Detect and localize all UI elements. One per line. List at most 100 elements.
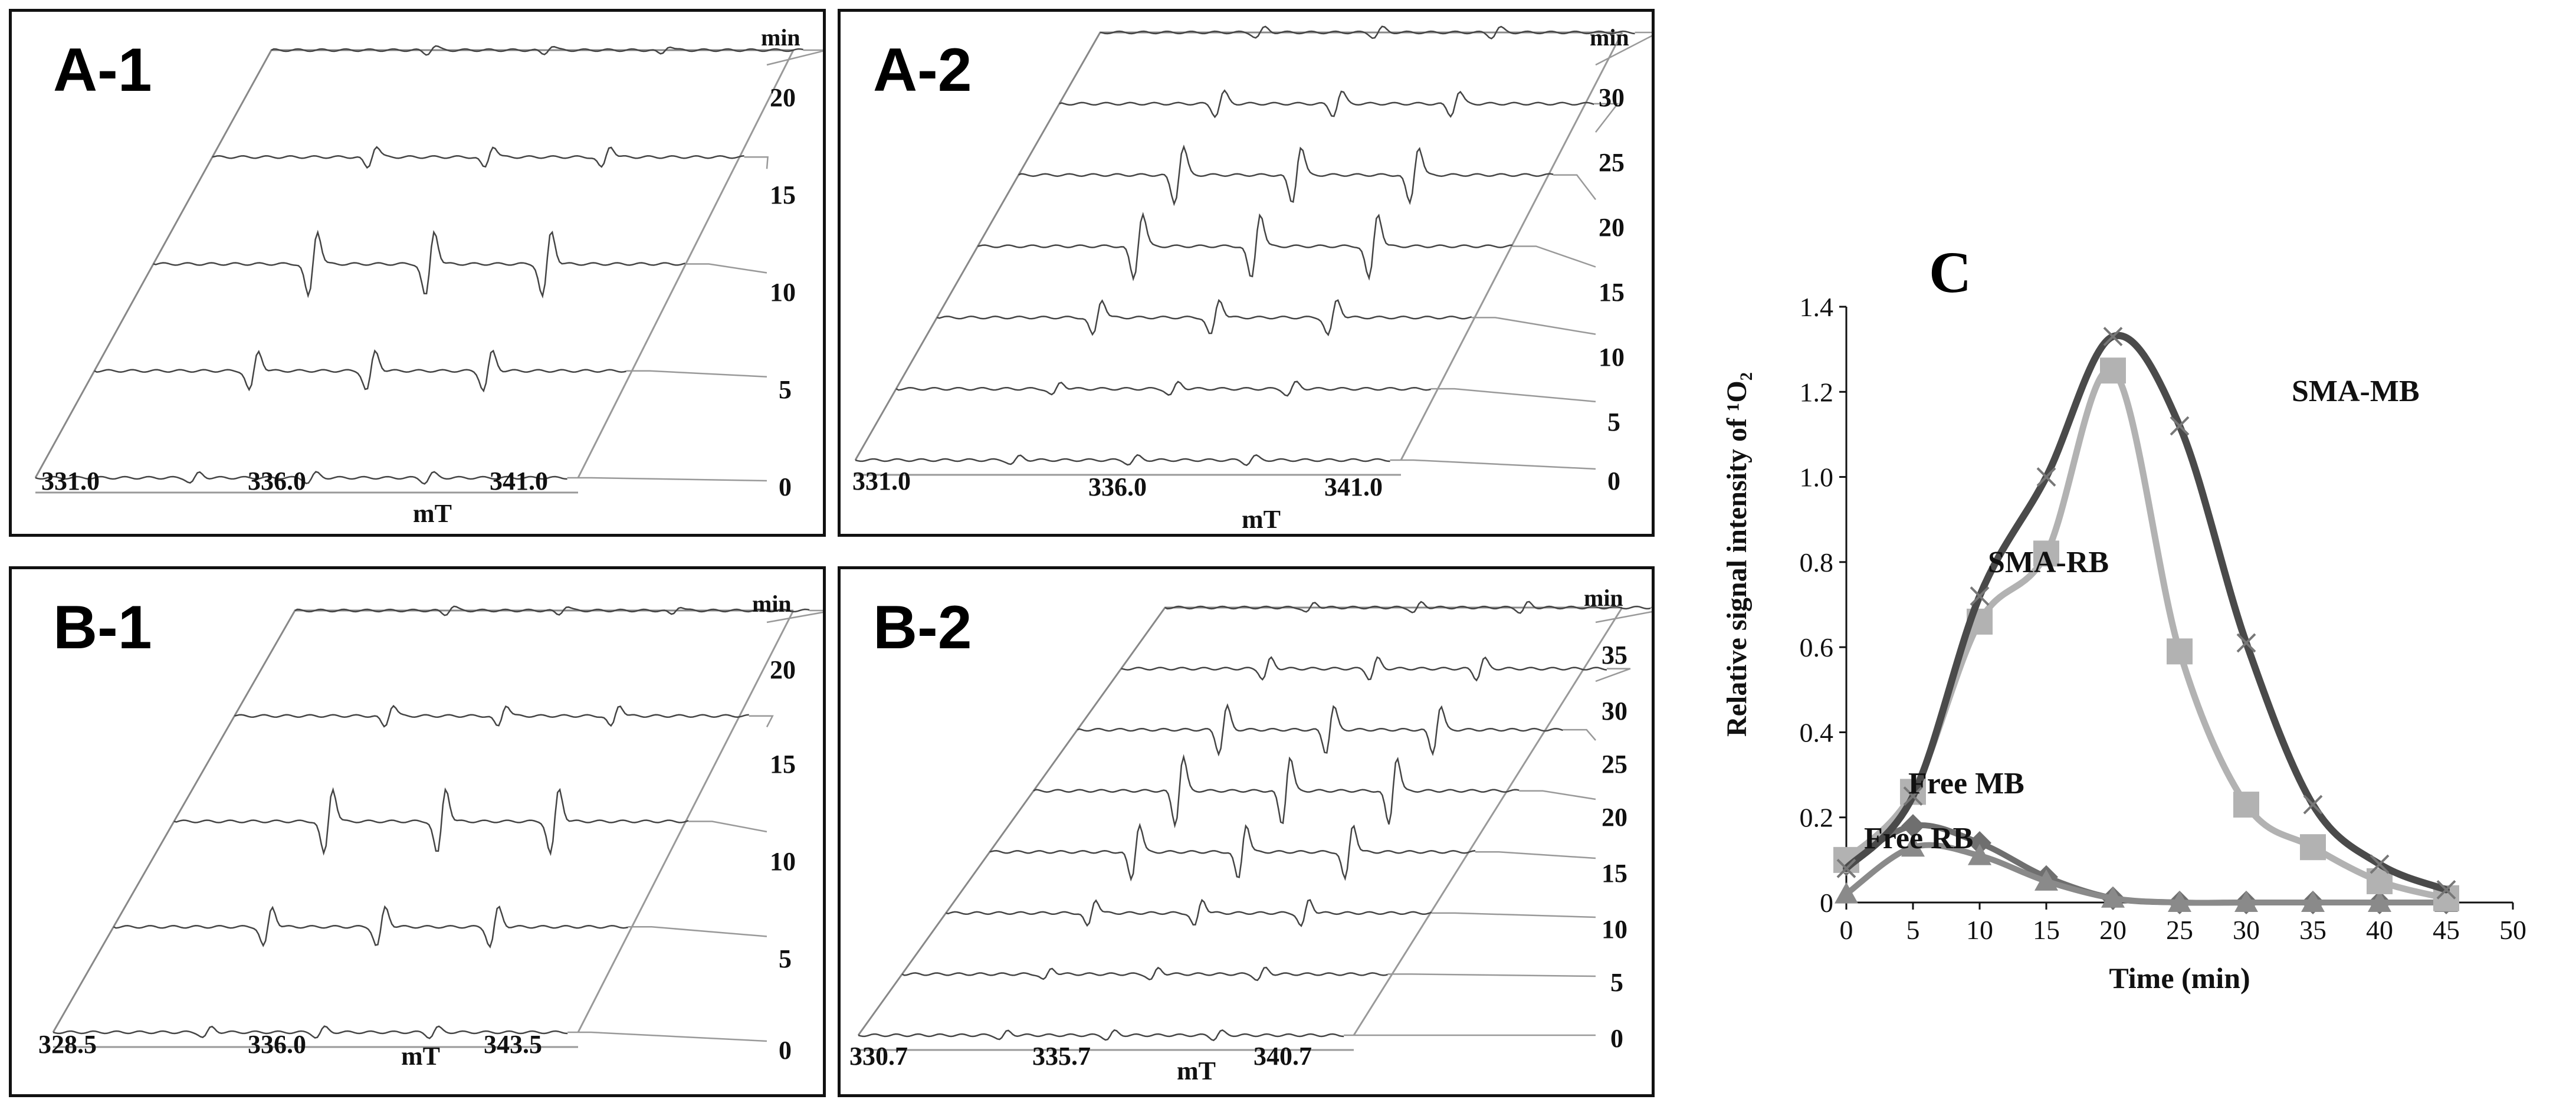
- data-point: [2034, 869, 2058, 891]
- leader-line: [1475, 851, 1596, 859]
- series-line-free-rb: [1843, 842, 2449, 906]
- x-tick-label: 330.7: [849, 1042, 908, 1071]
- panel-label: A-1: [53, 36, 152, 104]
- epr-spectra-stack: [34, 45, 823, 494]
- series-label-free-rb: Free RB: [1864, 822, 1973, 855]
- leader-line: [628, 926, 767, 937]
- x-tick-label: 343.5: [484, 1030, 542, 1059]
- time-label: 0: [1607, 467, 1620, 495]
- panel-label: B-1: [53, 593, 152, 662]
- epr-sweep-trace: [977, 212, 1513, 281]
- leader-line: [766, 49, 823, 66]
- leader-line: [749, 715, 774, 728]
- time-label: 30: [1602, 697, 1627, 726]
- x-tick-label: 45: [2433, 915, 2460, 945]
- time-label: 25: [1599, 148, 1625, 177]
- series-label-sma-rb: SMA-RB: [1988, 546, 2109, 579]
- y-tick-label: 0.8: [1800, 547, 1834, 577]
- x-tick-label: 341.0: [1324, 472, 1383, 501]
- x-axis-label: mT: [413, 499, 452, 528]
- epr-sweep-trace: [94, 349, 626, 393]
- epr-sweep-trace: [1033, 754, 1520, 829]
- time-label: 15: [770, 750, 796, 779]
- y-axis-label: Relative signal intensity of ¹O₂: [1721, 372, 1753, 737]
- time-label: 35: [1602, 641, 1627, 669]
- leader-line: [626, 370, 767, 378]
- panel-label: B-2: [873, 593, 972, 662]
- panel-c-chart: C Relative signal intensity of ¹O₂ Time …: [1675, 224, 2560, 1026]
- x-tick-label: 20: [2099, 915, 2127, 945]
- epr-sweep-trace: [52, 1025, 568, 1039]
- data-point: [2233, 792, 2259, 818]
- x-tick-label: 335.7: [1032, 1042, 1091, 1071]
- x-axis-label: Time (min): [2109, 961, 2250, 995]
- data-point: [1901, 814, 1925, 838]
- frame-edge: [1353, 607, 1623, 1036]
- leader-line: [688, 821, 767, 833]
- x-tick-label: 328.5: [38, 1030, 97, 1059]
- leader-line: [1390, 459, 1596, 470]
- data-point: [2370, 854, 2390, 874]
- leader-line: [685, 263, 767, 274]
- time-label: 20: [1599, 213, 1625, 242]
- epr-sweep-trace: [1100, 25, 1635, 40]
- time-label: 0: [779, 472, 792, 501]
- data-point: [1968, 831, 1991, 855]
- data-point: [2301, 891, 2325, 912]
- leader-line: [1471, 317, 1596, 335]
- line-chart: C Relative signal intensity of ¹O₂ Time …: [1721, 239, 2526, 995]
- epr-sweep-trace: [1059, 89, 1594, 119]
- y-tick-label: 0: [1820, 888, 1833, 918]
- data-point: [1836, 858, 1856, 878]
- epr-sweep-trace: [901, 966, 1388, 982]
- y-tick-label: 1.0: [1800, 462, 1834, 493]
- x-tick-label: 40: [2366, 915, 2393, 945]
- leader-line: [1553, 174, 1596, 201]
- epr-sweep-trace: [1121, 656, 1607, 682]
- epr-sweep-trace: [1018, 145, 1554, 206]
- data-point: [1970, 586, 1990, 606]
- data-point: [2101, 886, 2125, 908]
- data-point: [2234, 891, 2258, 912]
- time-label: 10: [1602, 915, 1627, 944]
- data-point: [2168, 891, 2191, 912]
- time-label: 20: [1602, 803, 1627, 832]
- epr-sweep-trace: [858, 1029, 1344, 1042]
- time-unit-label: min: [761, 24, 800, 51]
- epr-sweep-trace: [153, 229, 685, 299]
- epr-sweep-trace: [173, 787, 689, 856]
- data-point: [1901, 835, 1925, 857]
- time-label: 10: [770, 278, 796, 307]
- time-label: 30: [1599, 83, 1625, 112]
- time-label: 10: [770, 847, 796, 876]
- x-tick-label: 336.0: [1088, 472, 1147, 501]
- leader-line: [1563, 728, 1596, 741]
- y-tick-label: 1.4: [1800, 292, 1834, 322]
- epr-sweep-trace: [855, 454, 1390, 467]
- y-tick-label: 0.6: [1800, 632, 1834, 662]
- time-unit-label: min: [1584, 585, 1623, 611]
- leader-line: [1595, 31, 1652, 66]
- x-axis-label: mT: [1177, 1056, 1216, 1085]
- epr-sweep-trace: [113, 905, 628, 949]
- epr-panel-b1: B-1 min 328.5 336.0 343.5 mT 20 15 10 5 …: [9, 566, 826, 1097]
- epr-spectra-stack: [52, 605, 823, 1048]
- leader-line: [567, 1031, 767, 1042]
- x-axis-label: mT: [401, 1042, 440, 1071]
- epr-spectra-stack: [857, 600, 1652, 1051]
- time-label: 5: [779, 375, 792, 404]
- x-tick-label: 50: [2499, 915, 2526, 945]
- data-point: [2303, 795, 2323, 815]
- epr-sweep-trace: [895, 380, 1431, 397]
- panel-label: C: [1929, 239, 1971, 305]
- leader-line: [1387, 973, 1596, 977]
- x-tick-label: 15: [2033, 915, 2060, 945]
- x-tick-label: 10: [1966, 915, 1993, 945]
- time-label: 5: [1607, 408, 1620, 437]
- time-label: 15: [770, 180, 796, 209]
- leader-line: [744, 156, 769, 169]
- time-label: 5: [1610, 968, 1623, 997]
- frame-edge: [34, 49, 793, 478]
- epr-panel-b2: B-2 min 330.7 335.7 340.7 mT 35 30 25 20…: [838, 566, 1655, 1097]
- epr-sweep-trace: [294, 605, 810, 616]
